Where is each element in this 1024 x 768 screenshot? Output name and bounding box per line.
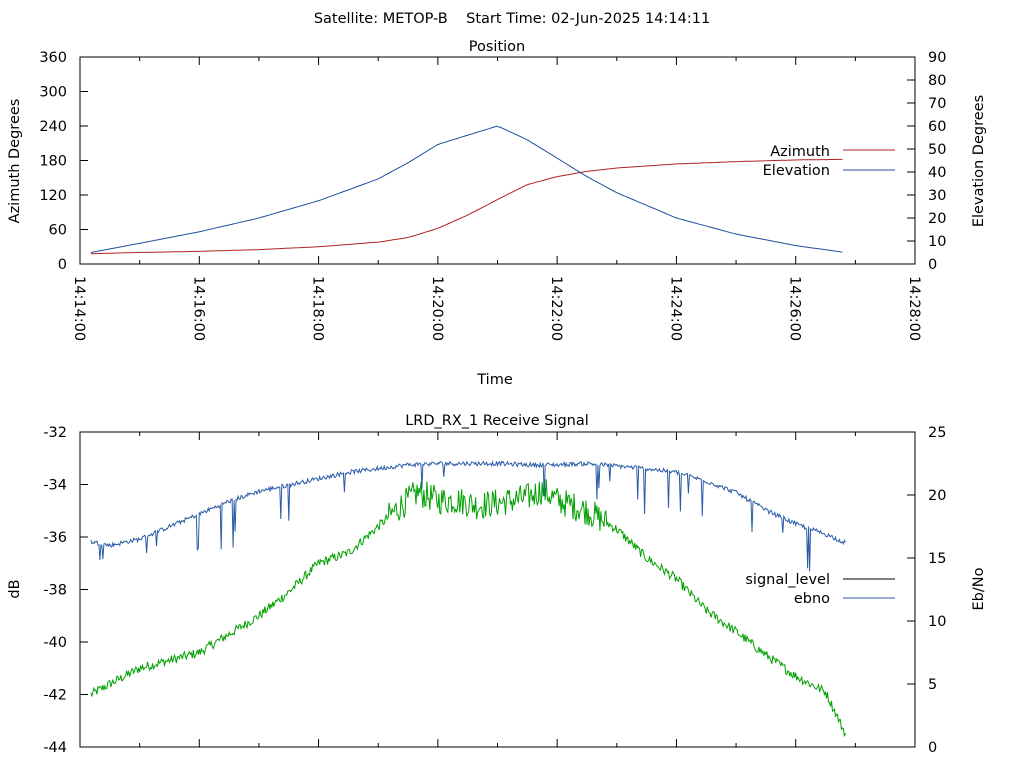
y-tick-label: -36 xyxy=(43,530,67,546)
y-tick-label: 60 xyxy=(49,223,67,239)
y2-tick-label: 15 xyxy=(928,551,946,567)
y-tick-label: 0 xyxy=(58,257,67,273)
y2-tick-label: 20 xyxy=(928,488,946,504)
legend-label-elevation: Elevation xyxy=(763,163,830,179)
y-tick-label: -44 xyxy=(43,740,67,756)
position-chart: Position 0 60 120 180 240 300 360 0 10 20 30 40 50 60… xyxy=(7,39,987,388)
y-tick-label: 360 xyxy=(39,50,67,66)
y2-tick-label: 80 xyxy=(928,73,946,89)
signal-signal-level-line xyxy=(90,479,846,737)
position-axis-ticks: 0 60 120 180 240 300 360 0 10 20 30 40 50 60 70 80 90 14:… xyxy=(39,50,946,341)
signal-ebno-line xyxy=(90,460,846,572)
x-tick-label: 14:26:00 xyxy=(787,276,803,341)
y2-tick-label: 10 xyxy=(928,614,946,630)
y-tick-label: 240 xyxy=(39,119,67,135)
position-series xyxy=(90,125,843,255)
signal-plot-frame xyxy=(79,431,916,748)
legend-label-signal-level: signal_level xyxy=(745,572,830,588)
y-tick-label: -34 xyxy=(43,478,67,494)
y2-tick-label: 25 xyxy=(928,425,946,441)
x-tick-label: 14:14:00 xyxy=(71,276,87,341)
signal-axis-ticks: -32 -34 -36 -38 -40 -42 -44 25 20 15 10 5 0 xyxy=(43,425,946,756)
y-tick-label: -38 xyxy=(43,583,67,599)
signal-legend: signal_level ebno xyxy=(745,572,895,607)
y2-tick-label: 30 xyxy=(928,188,946,204)
y2-tick-label: 40 xyxy=(928,165,946,181)
signal-y2-axis-label: Eb/No xyxy=(971,567,987,610)
position-elevation-line xyxy=(90,125,843,253)
y2-tick-label: 5 xyxy=(928,677,937,693)
position-legend: Azimuth Elevation xyxy=(763,144,895,179)
y-tick-label: -42 xyxy=(43,688,67,704)
x-tick-label: 14:28:00 xyxy=(906,276,922,341)
legend-label-ebno: ebno xyxy=(794,591,830,607)
position-y2-axis-label: Elevation Degrees xyxy=(971,95,987,227)
y2-tick-label: 10 xyxy=(928,234,946,250)
y2-tick-label: 50 xyxy=(928,142,946,158)
x-tick-label: 14:18:00 xyxy=(310,276,326,341)
position-chart-title: Position xyxy=(469,39,525,55)
x-tick-label: 14:16:00 xyxy=(190,276,206,341)
y2-tick-label: 0 xyxy=(928,257,937,273)
y2-tick-label: 0 xyxy=(928,740,937,756)
y-tick-label: 300 xyxy=(39,85,67,101)
signal-chart: LRD_RX_1 Receive Signal -32-34-36-38-40-… xyxy=(7,413,987,756)
figure-header: Satellite: METOP-B Start Time: 02-Jun-20… xyxy=(314,11,710,27)
signal-chart-title: LRD_RX_1 Receive Signal xyxy=(405,413,589,429)
y2-tick-label: 90 xyxy=(928,50,946,66)
signal-y-axis-label: dB xyxy=(7,579,23,598)
y-tick-label: 180 xyxy=(39,154,67,170)
y-tick-label: -32 xyxy=(43,425,67,441)
y2-tick-label: 60 xyxy=(928,119,946,135)
position-x-axis-label: Time xyxy=(476,372,513,388)
signal-series xyxy=(90,460,846,737)
y-tick-label: 120 xyxy=(39,188,67,204)
x-tick-label: 14:20:00 xyxy=(429,276,445,341)
x-tick-label: 14:24:00 xyxy=(667,276,683,341)
legend-label-azimuth: Azimuth xyxy=(770,144,830,160)
position-azimuth-line xyxy=(90,158,843,255)
y-tick-label: -40 xyxy=(43,635,67,651)
x-tick-label: 14:22:00 xyxy=(548,276,564,341)
y2-tick-label: 70 xyxy=(928,96,946,112)
position-y-axis-label: Azimuth Degrees xyxy=(7,99,23,224)
y2-tick-label: 20 xyxy=(928,211,946,227)
